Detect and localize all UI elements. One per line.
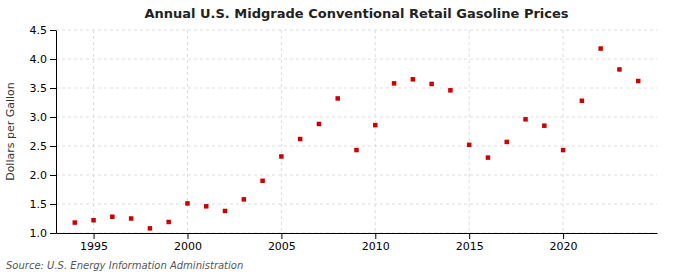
grid-line-x [375,30,376,233]
tick-mark [50,30,56,31]
tick-mark [50,175,56,176]
tick-mark [563,233,564,239]
tick-mark [50,59,56,60]
tick-mark [50,88,56,89]
tick-label: 2020 [550,240,578,253]
point [242,197,247,202]
point [148,226,153,231]
grid [56,30,657,233]
grid-line-y [56,30,657,31]
axis-line [56,31,57,234]
tick-mark [469,233,470,239]
points [73,46,641,230]
point [448,88,453,93]
y-axis-title: Dollars per Gallon [4,82,17,181]
tick-label: 1.5 [30,198,48,211]
point [429,82,434,87]
tick-label: 3.0 [30,111,48,124]
title: Annual U.S. Midgrade Conventional Retail… [144,6,568,21]
point [91,218,96,223]
point [204,204,209,209]
tick: 2.5 [30,140,57,153]
tick: 4.5 [30,24,57,37]
point [617,67,622,72]
tick-label: 2010 [362,240,390,253]
y-axis: 1.0 1.5 2.0 2.5 3.0 3.5 4.0 4.5 [30,24,57,240]
grid-line-y [56,117,657,118]
chart: 1995 2000 2005 2010 2015 2020 1.0 1.5 2.0 2.5 3.0 3… [0,0,675,275]
point [129,216,134,221]
tick-label: 1.0 [30,227,48,240]
point [260,179,265,184]
grid-line-y [56,233,657,234]
tick-mark [94,233,95,239]
point [580,99,585,104]
tick-label: 3.5 [30,82,48,95]
plot-area: 1995 2000 2005 2010 2015 2020 1.0 1.5 2.0 2.5 3.0 3… [30,24,658,253]
tick-label: 2015 [456,240,484,253]
axis-line [57,233,658,234]
point [298,137,303,142]
tick-label: 2000 [174,240,202,253]
point [110,215,115,220]
tick-mark [50,117,56,118]
tick: 3.5 [30,82,57,95]
tick: 2000 [174,233,202,253]
tick-label: 2005 [268,240,296,253]
point [335,96,340,101]
tick-mark [375,233,376,239]
grid-line-y [56,88,657,89]
point [411,77,416,82]
grid-line-x [281,30,282,233]
tick-mark [50,233,56,234]
tick-label: 2.0 [30,169,48,182]
source-note: Source: U.S. Energy Information Administ… [6,260,243,271]
grid-line-y [56,175,657,176]
tick-mark [50,146,56,147]
tick-label: 4.5 [30,24,48,37]
point [542,123,547,128]
point [598,46,603,51]
tick-label: 2.5 [30,140,48,153]
point [73,220,78,225]
point [636,79,641,84]
tick: 2010 [362,233,390,253]
point [354,148,359,153]
point [279,154,284,159]
grid-line-y [56,204,657,205]
point [523,117,528,122]
point [505,140,510,145]
grid-line-y [56,59,657,60]
grid-line-x [563,30,564,233]
tick: 3.0 [30,111,57,124]
grid-line-y [56,146,657,147]
point [317,122,322,127]
tick-mark [50,204,56,205]
point [223,209,228,214]
tick: 1995 [80,233,108,253]
tick-mark [187,233,188,239]
tick: 1.0 [30,227,57,240]
x-axis: 1995 2000 2005 2010 2015 2020 [57,233,658,253]
tick: 2015 [456,233,484,253]
tick: 4.0 [30,53,57,66]
tick: 2.0 [30,169,57,182]
point [166,220,171,225]
tick-mark [281,233,282,239]
point [373,123,378,128]
tick: 2020 [550,233,578,253]
point [392,81,397,86]
point [467,143,472,148]
point [561,148,566,153]
grid-line-x [93,30,94,233]
grid-line-x [469,30,470,233]
tick: 2005 [268,233,296,253]
tick-label: 4.0 [30,53,48,66]
tick: 1.5 [30,198,57,211]
tick-label: 1995 [80,240,108,253]
point [486,155,491,160]
point [185,201,190,206]
